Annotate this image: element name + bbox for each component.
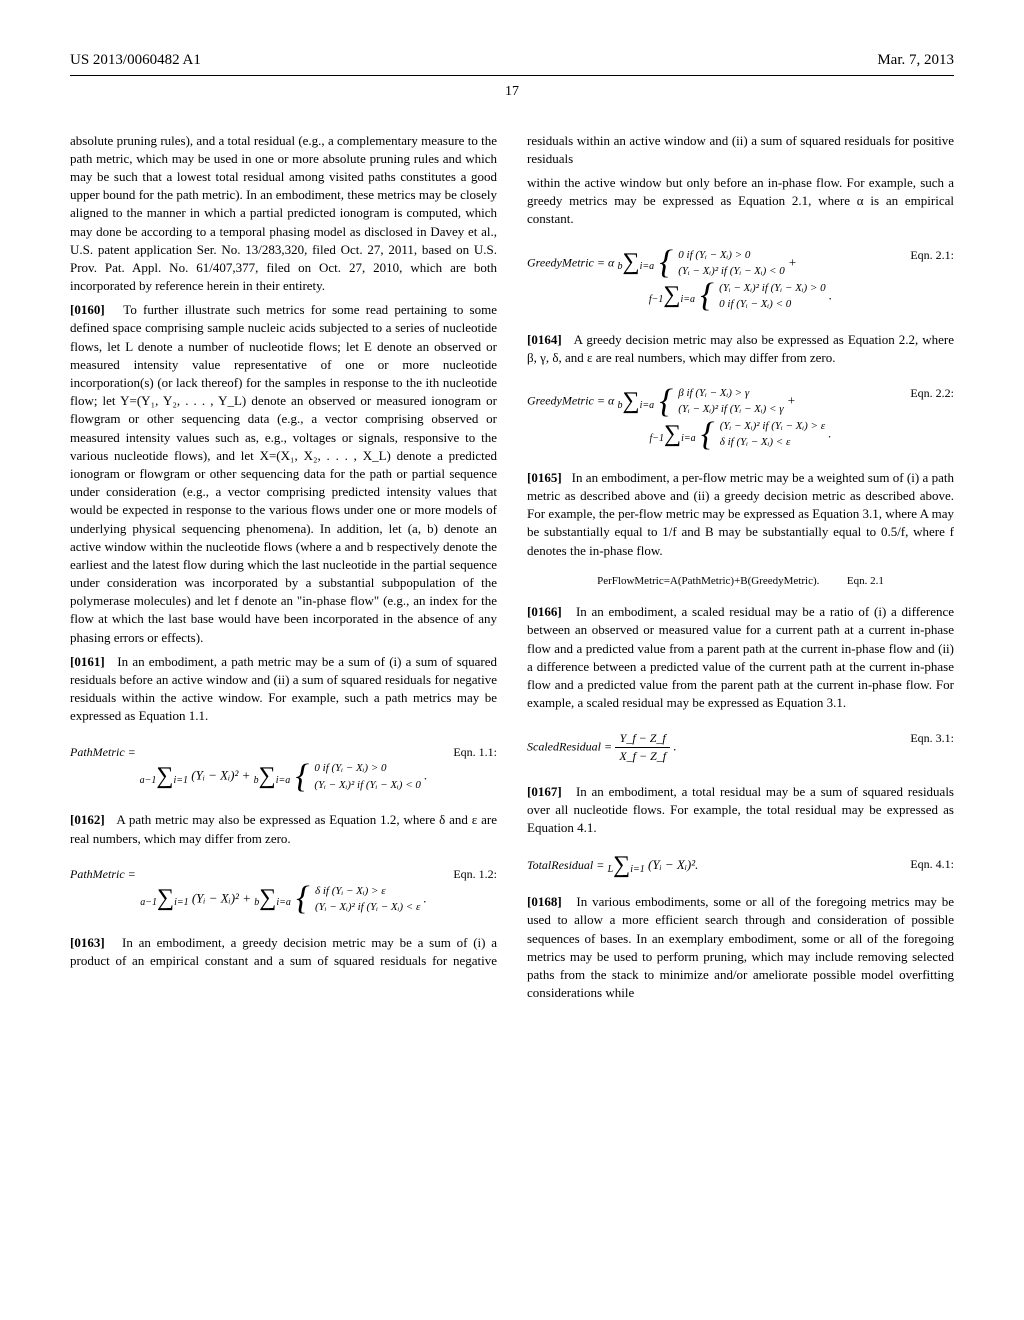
doc-id: US 2013/0060482 A1 bbox=[70, 50, 201, 71]
para-right-intro: within the active window but only before… bbox=[527, 174, 954, 229]
eqn-case: β if (Yᵢ − Xᵢ) > γ bbox=[678, 387, 749, 399]
eqn-label: Eqn. 3.1: bbox=[902, 730, 954, 747]
eqn-body: TotalResidual = L∑i=1 (Yᵢ − Xᵢ)². bbox=[527, 856, 902, 876]
eqn-body: GreedyMetric = α b∑i=a { β if (Yᵢ − Xᵢ) … bbox=[527, 385, 902, 418]
eqn-case: (Yᵢ − Xᵢ)² if (Yᵢ − Xᵢ) < 0 bbox=[314, 779, 420, 791]
para-0168: [0168] In various embodiments, some or a… bbox=[527, 893, 954, 1002]
eqn-plus: + bbox=[787, 392, 796, 407]
sum-lower: i=a bbox=[276, 897, 291, 908]
eqn-case: 0 if (Yᵢ − Xᵢ) > 0 bbox=[314, 762, 386, 774]
equation-1-1: PathMetric = Eqn. 1.1: a−1∑i=1 (Yᵢ − Xᵢ)… bbox=[70, 744, 497, 794]
equation-perflow: PerFlowMetric=A(PathMetric)+B(GreedyMetr… bbox=[527, 574, 954, 589]
para-text: In various embodiments, some or all of t… bbox=[527, 894, 954, 1000]
eqn-case: (Yᵢ − Xᵢ)² if (Yᵢ − Xᵢ) < γ bbox=[678, 403, 783, 415]
eqn-term: (Yᵢ − Xᵢ)² + bbox=[192, 890, 251, 905]
eqn-label: Eqn. 1.1: bbox=[445, 744, 497, 761]
sum-upper: a−1 bbox=[140, 775, 157, 786]
frac-num: Y_f − Z_f bbox=[615, 730, 670, 748]
para-num: [0164] bbox=[527, 332, 562, 347]
eqn-term: (Yᵢ − Xᵢ)². bbox=[648, 857, 698, 872]
eqn-case: 0 if (Yᵢ − Xᵢ) < 0 bbox=[719, 298, 791, 310]
para-0161: [0161] In an embodiment, a path metric m… bbox=[70, 653, 497, 726]
para-0164: [0164] A greedy decision metric may also… bbox=[527, 331, 954, 367]
para-num: [0160] bbox=[70, 302, 105, 317]
para-0165: [0165] In an embodiment, a per-flow metr… bbox=[527, 469, 954, 560]
sum-lower: i=a bbox=[640, 261, 655, 272]
sum-lower: i=1 bbox=[173, 775, 188, 786]
eqn-case: (Yᵢ − Xᵢ)² if (Yᵢ − Xᵢ) < 0 bbox=[678, 265, 784, 277]
para-num: [0163] bbox=[70, 935, 105, 950]
para-text: In an embodiment, a per-flow metric may … bbox=[527, 470, 954, 558]
eqn-label: Eqn. 2.1 bbox=[847, 575, 884, 587]
para-num: [0166] bbox=[527, 604, 562, 619]
patent-page: US 2013/0060482 A1 Mar. 7, 2013 17 absol… bbox=[0, 0, 1024, 1042]
eqn-lhs: TotalResidual = bbox=[527, 858, 604, 872]
para-0162: [0162] A path metric may also be express… bbox=[70, 811, 497, 847]
eqn-tail: . bbox=[673, 739, 676, 754]
sum-lower: i=a bbox=[640, 400, 655, 411]
eqn-case: (Yᵢ − Xᵢ)² if (Yᵢ − Xᵢ) > 0 bbox=[719, 282, 825, 294]
eqn-label: Eqn. 2.1: bbox=[902, 247, 954, 264]
eqn-case: 0 if (Yᵢ − Xᵢ) > 0 bbox=[678, 249, 750, 261]
equation-1-2: PathMetric = Eqn. 1.2: a−1∑i=1 (Yᵢ − Xᵢ)… bbox=[70, 866, 497, 916]
para-intro: absolute pruning rules), and a total res… bbox=[70, 132, 497, 296]
page-number: 17 bbox=[70, 82, 954, 102]
eqn-body: GreedyMetric = α b∑i=a { 0 if (Yᵢ − Xᵢ) … bbox=[527, 247, 902, 280]
sum-lower: i=1 bbox=[630, 864, 645, 875]
para-text: A greedy decision metric may also be exp… bbox=[527, 332, 954, 365]
sum-lower: i=a bbox=[276, 775, 291, 786]
eqn-case: (Yᵢ − Xᵢ)² if (Yᵢ − Xᵢ) > ε bbox=[720, 420, 825, 432]
eqn-tail: . bbox=[829, 287, 832, 302]
eqn-lhs: PathMetric = bbox=[70, 866, 136, 883]
sum-upper: a−1 bbox=[140, 897, 157, 908]
sum-upper: f−1 bbox=[649, 294, 664, 305]
eqn-body: PerFlowMetric=A(PathMetric)+B(GreedyMetr… bbox=[597, 575, 819, 587]
eqn-case: δ if (Yᵢ − Xᵢ) < ε bbox=[720, 436, 791, 448]
eqn-tail: . bbox=[424, 768, 427, 783]
eqn-body: a−1∑i=1 (Yᵢ − Xᵢ)² + b∑i=a { δ if (Yᵢ − … bbox=[70, 883, 497, 916]
eqn-lhs: ScaledResidual = bbox=[527, 740, 612, 754]
eqn-term: (Yᵢ − Xᵢ)² + bbox=[191, 768, 250, 783]
sum-lower: i=a bbox=[681, 433, 696, 444]
para-0167: [0167] In an embodiment, a total residua… bbox=[527, 783, 954, 838]
eqn-label: Eqn. 1.2: bbox=[445, 866, 497, 883]
eqn-plus: + bbox=[788, 254, 797, 269]
para-text: In an embodiment, a scaled residual may … bbox=[527, 604, 954, 710]
para-text: To further illustrate such metrics for s… bbox=[70, 302, 497, 644]
para-text: In an embodiment, a total residual may b… bbox=[527, 784, 954, 835]
equation-2-2: GreedyMetric = α b∑i=a { β if (Yᵢ − Xᵢ) … bbox=[527, 385, 954, 451]
para-num: [0168] bbox=[527, 894, 562, 909]
eqn-body: ScaledResidual = Y_f − Z_f X_f − Z_f . bbox=[527, 730, 902, 765]
eqn-body: a−1∑i=1 (Yᵢ − Xᵢ)² + b∑i=a { 0 if (Yᵢ − … bbox=[70, 760, 497, 793]
para-num: [0161] bbox=[70, 654, 105, 669]
sum-lower: i=a bbox=[681, 294, 696, 305]
para-text: In an embodiment, a path metric may be a… bbox=[70, 654, 497, 724]
page-header: US 2013/0060482 A1 Mar. 7, 2013 bbox=[70, 50, 954, 76]
sum-lower: i=1 bbox=[174, 897, 189, 908]
eqn-body-2: f−1∑i=a { (Yᵢ − Xᵢ)² if (Yᵢ − Xᵢ) > ε δ … bbox=[527, 418, 954, 451]
equation-4-1: TotalResidual = L∑i=1 (Yᵢ − Xᵢ)². Eqn. 4… bbox=[527, 856, 954, 876]
para-num: [0167] bbox=[527, 784, 562, 799]
equation-2-1: GreedyMetric = α b∑i=a { 0 if (Yᵢ − Xᵢ) … bbox=[527, 247, 954, 313]
eqn-lhs: PathMetric = bbox=[70, 744, 136, 761]
eqn-lhs: GreedyMetric = α bbox=[527, 255, 614, 269]
para-text: A path metric may also be expressed as E… bbox=[70, 812, 497, 845]
para-0160: [0160] To further illustrate such metric… bbox=[70, 301, 497, 647]
eqn-case: (Yᵢ − Xᵢ)² if (Yᵢ − Xᵢ) < ε bbox=[315, 901, 420, 913]
eqn-case: δ if (Yᵢ − Xᵢ) > ε bbox=[315, 885, 386, 897]
eqn-label: Eqn. 2.2: bbox=[902, 385, 954, 402]
eqn-label: Eqn. 4.1: bbox=[902, 856, 954, 873]
frac-den: X_f − Z_f bbox=[615, 748, 670, 765]
equation-3-1: ScaledResidual = Y_f − Z_f X_f − Z_f . E… bbox=[527, 730, 954, 765]
para-num: [0165] bbox=[527, 470, 562, 485]
doc-date: Mar. 7, 2013 bbox=[877, 50, 954, 71]
eqn-body-2: f−1∑i=a { (Yᵢ − Xᵢ)² if (Yᵢ − Xᵢ) > 0 0 … bbox=[527, 280, 954, 313]
content-columns: absolute pruning rules), and a total res… bbox=[70, 132, 954, 1003]
para-num: [0162] bbox=[70, 812, 105, 827]
sum-upper: f−1 bbox=[649, 433, 664, 444]
eqn-tail: . bbox=[424, 890, 427, 905]
eqn-lhs: GreedyMetric = α bbox=[527, 393, 614, 407]
eqn-tail: . bbox=[828, 425, 831, 440]
para-0166: [0166] In an embodiment, a scaled residu… bbox=[527, 603, 954, 712]
